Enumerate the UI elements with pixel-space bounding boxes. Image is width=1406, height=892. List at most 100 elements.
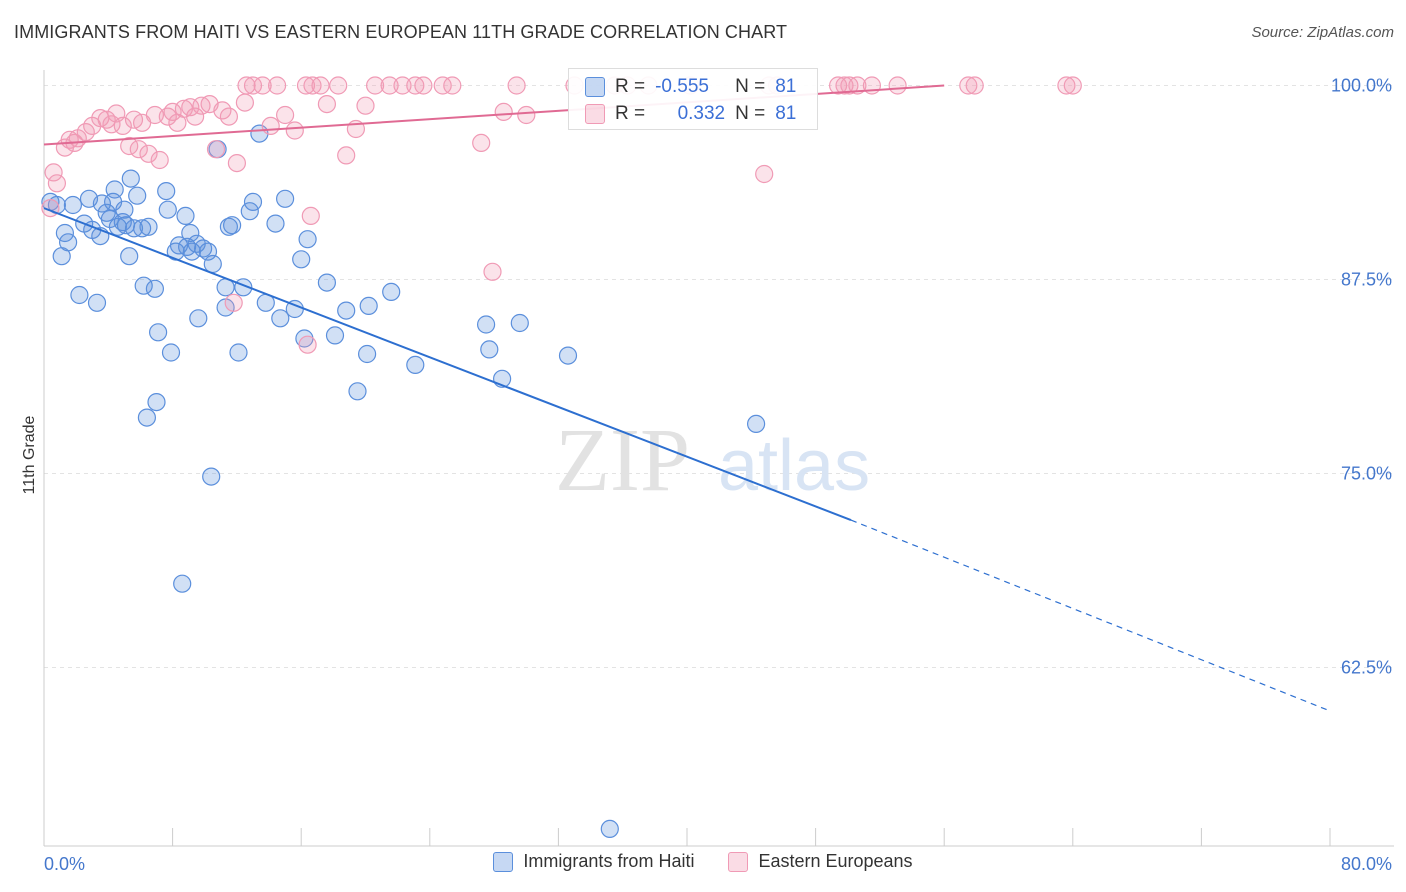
haiti-point [63,195,83,215]
haiti-point [120,247,139,266]
haiti-trend-line [43,207,852,522]
eastern-point [888,76,907,95]
haiti-point [157,182,176,201]
legend-label-eastern: Eastern Europeans [758,851,913,871]
haiti-point [161,343,181,362]
eastern-point [1057,76,1076,95]
eastern-point [329,76,348,95]
haiti-point [149,323,168,342]
axes [43,70,1394,847]
chart-title: IMMIGRANTS FROM HAITI VS EASTERN EUROPEA… [14,22,788,42]
legend-swatch-eastern [728,851,749,872]
haiti-point [292,250,311,269]
eastern-point [755,164,774,184]
eastern-point [366,76,385,95]
eastern-point [227,154,246,173]
haiti-point [189,309,208,328]
stats-r-label: R = [615,76,646,97]
stats-r-label: R = [615,103,646,124]
haiti-point [70,285,89,305]
watermark: ZIP atlas [555,411,870,510]
stats-row-haiti: R = -0.555 N = 81 [585,75,796,99]
eastern-point [311,76,330,95]
haiti-point [137,408,156,427]
y-tick-label: 62.5% [1341,658,1392,678]
haiti-point [128,186,147,205]
haiti-point [133,219,152,238]
haiti-point [600,819,619,839]
haiti-point [271,309,290,328]
eastern-point [483,262,502,281]
y-tick-label: 87.5% [1341,270,1392,290]
legend-swatch-haiti [493,851,514,872]
eastern-point [120,136,139,156]
eastern-point [139,144,158,163]
haiti-point [113,213,132,232]
haiti-point [139,217,158,236]
eastern-point [235,93,254,112]
haiti-point [229,343,248,362]
haiti-point [223,216,242,235]
eastern-point [959,76,978,95]
haiti-point [243,192,263,211]
legend-item-haiti[interactable]: Immigrants from Haiti [493,851,694,872]
stats-swatch-eastern [585,104,605,124]
eastern-point [224,293,243,312]
haiti-point [58,233,78,252]
eastern-point [150,150,169,170]
stats-n-value-eastern: 81 [775,103,797,124]
eastern-point [337,146,356,165]
haiti-point [181,223,200,243]
haiti-point [202,467,221,486]
y-tick-label: 100.0% [1331,76,1392,96]
haiti-point [105,180,124,199]
haiti-point [477,315,496,334]
eastern-point [433,76,452,95]
haiti-point [382,282,401,301]
stats-r-value-eastern: 0.332 [677,103,726,124]
stats-n-label: N = [735,103,766,124]
trend-lines [43,84,1331,712]
haiti-point [147,393,166,412]
eastern-point [517,105,536,125]
haiti-point [173,574,192,593]
eastern-point [276,105,295,125]
eastern-point [219,107,238,126]
eastern-point [298,335,317,354]
eastern-point [268,76,287,95]
haiti-point [325,326,345,345]
eastern-point [44,163,63,182]
eastern-point [163,102,182,122]
haiti-point [348,382,367,401]
legend-item-eastern[interactable]: Eastern Europeans [728,851,913,872]
bottom-legend: Immigrants from Haiti Eastern Europeans [0,851,1406,872]
stats-r-value-haiti: -0.555 [655,76,709,97]
haiti-point [121,169,140,188]
eastern-point [1063,76,1082,95]
stats-legend: R = -0.555 N = 81 R = 0.332 N = 81 [568,68,818,130]
source-credit: Source: ZipAtlas.com [1251,24,1394,41]
haiti-point [203,254,222,274]
eastern-point [356,96,375,115]
haiti-point [219,217,238,236]
x-tick-label: 0.0% [44,854,85,874]
stats-row-eastern: R = 0.332 N = 81 [585,102,796,126]
eastern-point [317,94,336,114]
eastern-point [380,76,399,95]
haiti-point [145,279,164,298]
tick-labels: 62.5% 75.0% 87.5% 100.0% 0.0% 80.0% [44,76,1392,874]
eastern-point [253,76,272,95]
haiti-point [337,301,356,320]
haiti-point [317,273,336,292]
haiti-point [176,206,195,225]
stats-n-value-haiti: 81 [775,76,797,97]
eastern-point [393,76,412,95]
haiti-point [480,340,499,359]
eastern-point [472,133,491,152]
legend-label-haiti: Immigrants from Haiti [523,851,695,871]
eastern-point [113,116,132,136]
eastern-point [243,76,263,95]
eastern-point [848,76,867,95]
eastern-point [186,107,205,126]
